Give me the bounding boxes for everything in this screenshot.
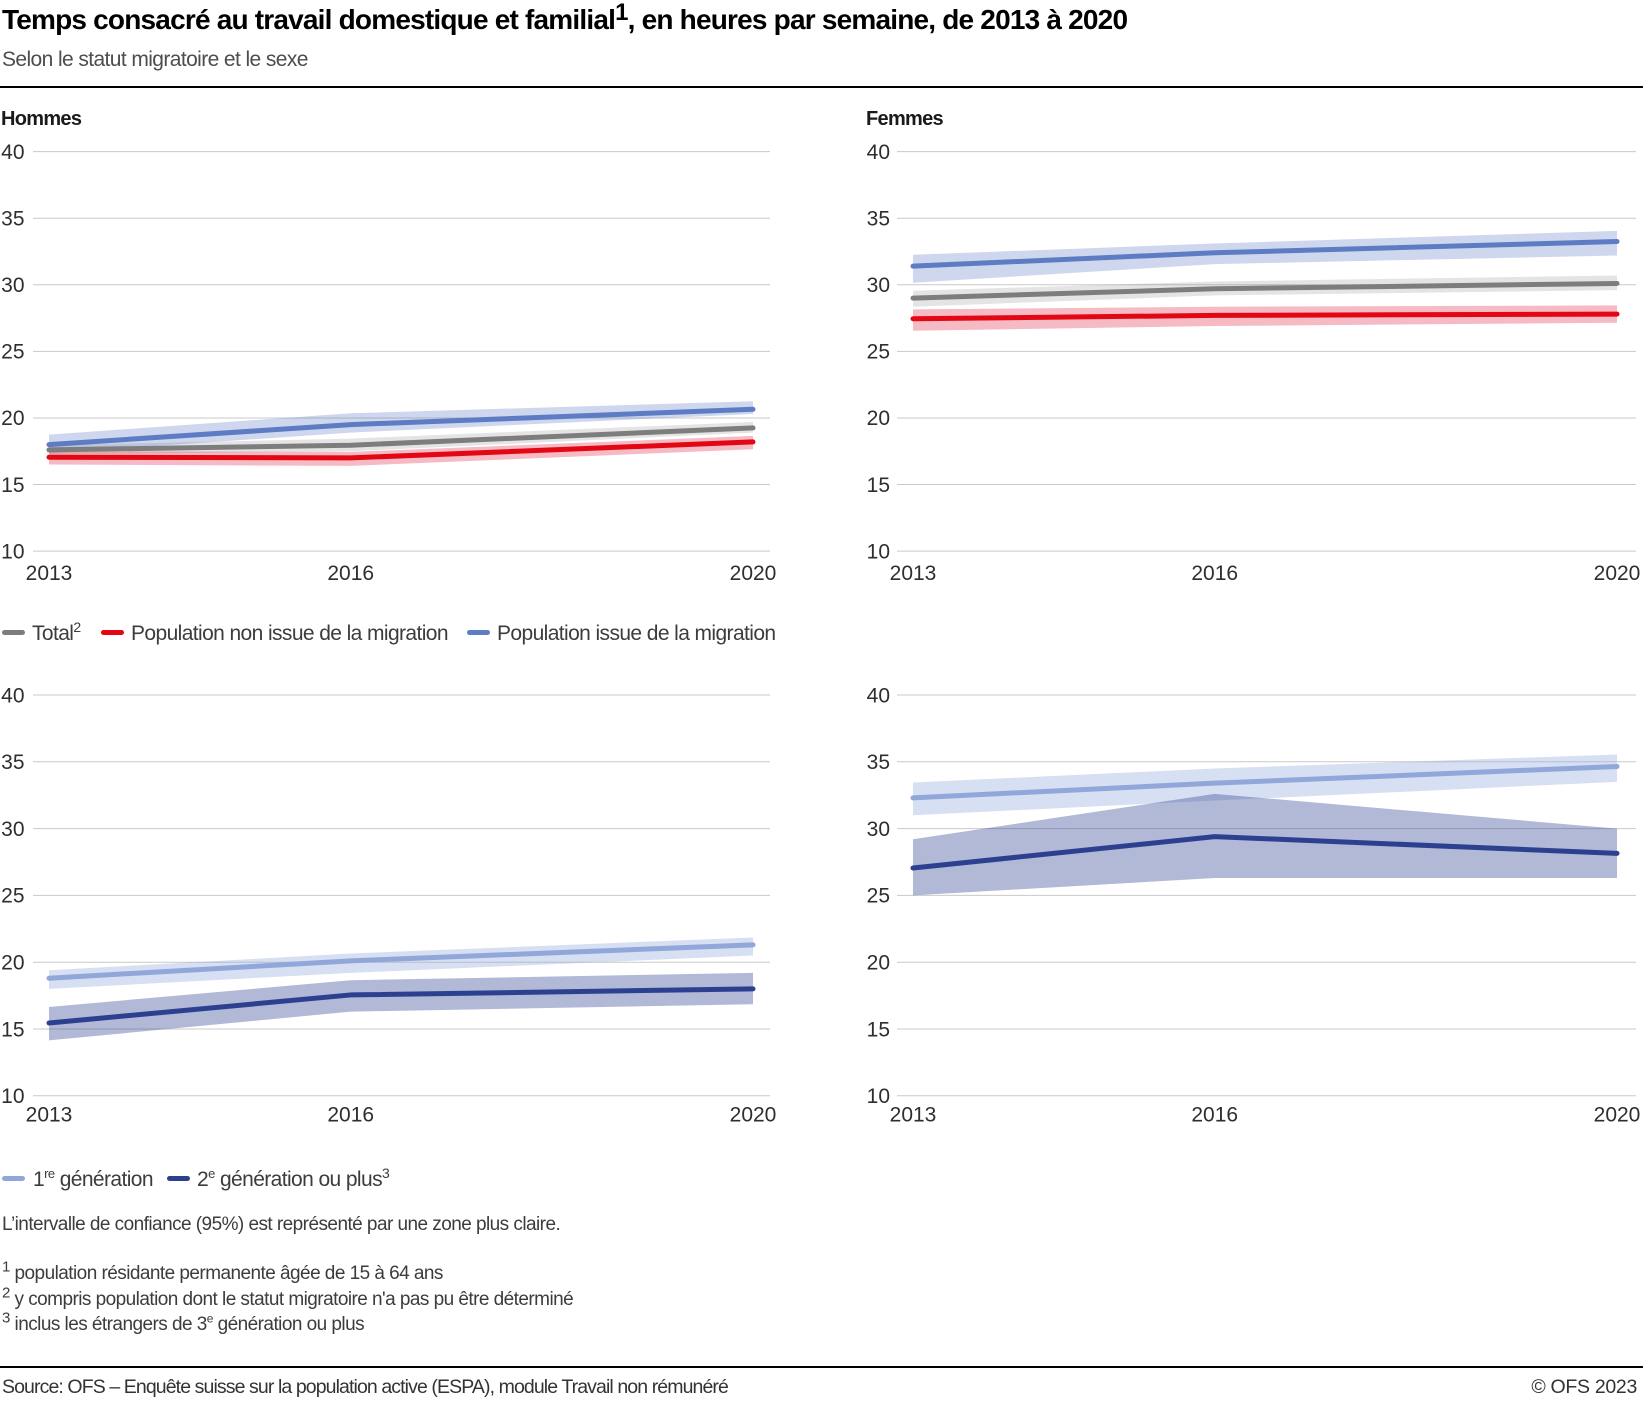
svg-text:15: 15 (1, 474, 24, 497)
svg-text:2016: 2016 (327, 562, 374, 585)
svg-text:10: 10 (867, 540, 890, 563)
svg-text:15: 15 (1, 1018, 24, 1041)
svg-text:35: 35 (867, 207, 890, 230)
svg-text:30: 30 (867, 274, 890, 297)
svg-text:2013: 2013 (26, 562, 73, 585)
svg-text:40: 40 (1, 684, 24, 707)
svg-text:30: 30 (867, 818, 890, 841)
svg-text:35: 35 (1, 207, 24, 230)
svg-text:10: 10 (1, 1085, 24, 1108)
svg-text:20: 20 (1, 407, 24, 430)
svg-text:25: 25 (867, 885, 890, 908)
svg-text:30: 30 (1, 274, 24, 297)
svg-text:25: 25 (1, 885, 24, 908)
svg-text:2020: 2020 (1594, 562, 1641, 585)
svg-text:15: 15 (867, 474, 890, 497)
svg-text:2013: 2013 (26, 1104, 73, 1127)
svg-text:35: 35 (867, 751, 890, 774)
svg-text:2016: 2016 (1191, 1104, 1238, 1127)
svg-text:2016: 2016 (1191, 562, 1238, 585)
svg-text:35: 35 (1, 751, 24, 774)
svg-text:10: 10 (1, 540, 24, 563)
svg-text:20: 20 (1, 952, 24, 975)
svg-text:2016: 2016 (327, 1104, 374, 1127)
svg-text:2013: 2013 (890, 562, 937, 585)
svg-text:40: 40 (867, 684, 890, 707)
svg-text:2020: 2020 (730, 1104, 777, 1127)
svg-text:40: 40 (867, 141, 890, 164)
svg-text:10: 10 (867, 1085, 890, 1108)
svg-text:20: 20 (867, 407, 890, 430)
svg-text:2013: 2013 (890, 1104, 937, 1127)
svg-text:20: 20 (867, 952, 890, 975)
svg-text:25: 25 (1, 341, 24, 364)
svg-text:40: 40 (1, 141, 24, 164)
svg-text:15: 15 (867, 1018, 890, 1041)
svg-text:2020: 2020 (730, 562, 777, 585)
svg-text:30: 30 (1, 818, 24, 841)
svg-text:2020: 2020 (1594, 1104, 1641, 1127)
svg-text:25: 25 (867, 341, 890, 364)
